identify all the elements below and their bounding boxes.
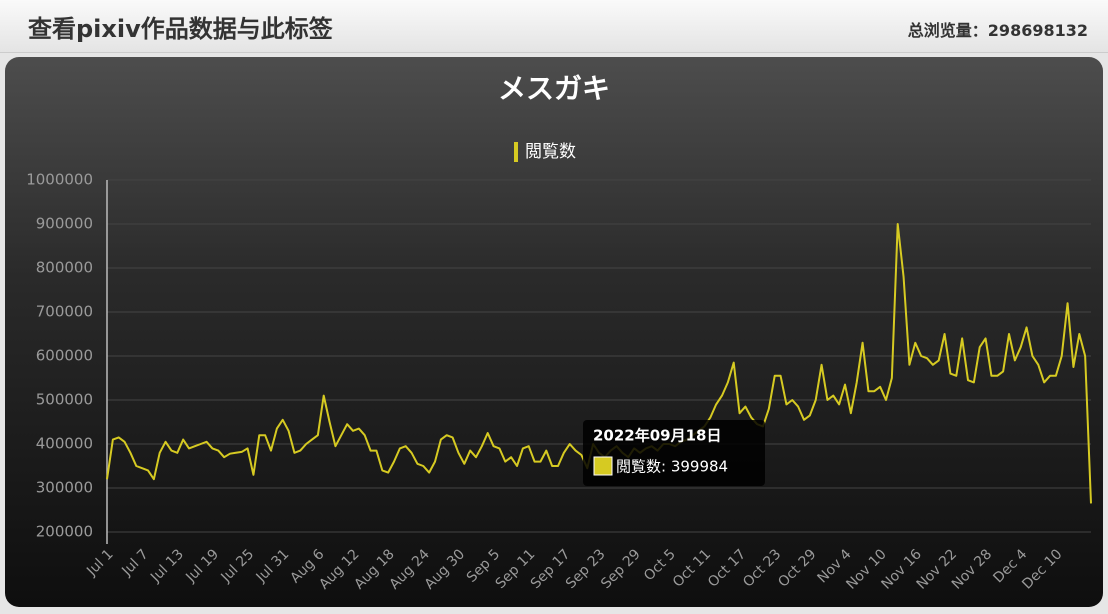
y-tick-label: 200000 [36, 523, 93, 541]
y-tick-label: 900000 [36, 215, 93, 233]
total-label: 总浏览量： [907, 21, 988, 40]
tooltip-title: 2022年09月18日 [593, 427, 722, 445]
legend-label: 閲覧数 [525, 142, 576, 162]
chart-panel: メスガキ 200000 300000 400000 500000 600000 70000… [5, 57, 1103, 607]
y-tick-label: 500000 [36, 391, 93, 409]
y-tick-label: 600000 [36, 347, 93, 365]
x-tick-label: Oct 23 [740, 546, 784, 590]
x-tick-label: Jul 1 [83, 546, 116, 579]
tooltip-text: 閲覧数: 399984 [616, 458, 728, 476]
x-tick-label: Sep 29 [598, 546, 644, 592]
page-title: 查看pixiv作品数据与此标签 [28, 15, 333, 43]
x-tick-label: Oct 29 [775, 546, 819, 590]
x-tick-label: Jul 13 [147, 546, 187, 586]
legend-swatch [514, 142, 518, 162]
x-tick-label: Nov 28 [949, 546, 995, 592]
y-tick-label: 400000 [36, 435, 93, 453]
total-value: 298698132 [987, 21, 1088, 40]
total-views: 总浏览量：298698132 [908, 17, 1088, 41]
x-tick-label: Oct 11 [670, 546, 714, 590]
y-tick-label: 300000 [36, 479, 93, 497]
x-tick-label: Jul 25 [218, 546, 258, 586]
tooltip-box [583, 420, 765, 486]
y-tick-label: 800000 [36, 259, 93, 277]
x-tick-label: Jul 31 [253, 546, 293, 586]
x-tick-label: Jul 19 [182, 546, 222, 586]
y-tick-label: 700000 [36, 303, 93, 321]
tooltip-swatch [593, 456, 613, 476]
x-tick-label: Dec 10 [1019, 546, 1065, 592]
header: 查看pixiv作品数据与此标签 总浏览量：298698132 [0, 0, 1108, 53]
chart: メスガキ 200000 300000 400000 500000 600000 70000… [26, 72, 1092, 593]
x-tick-label: Jul 7 [118, 546, 151, 579]
chart-title: メスガキ [498, 72, 610, 105]
y-tick-label: 1000000 [26, 171, 93, 189]
x-tick-label: Oct 17 [705, 546, 749, 590]
x-tick-label: Aug 30 [422, 546, 468, 592]
